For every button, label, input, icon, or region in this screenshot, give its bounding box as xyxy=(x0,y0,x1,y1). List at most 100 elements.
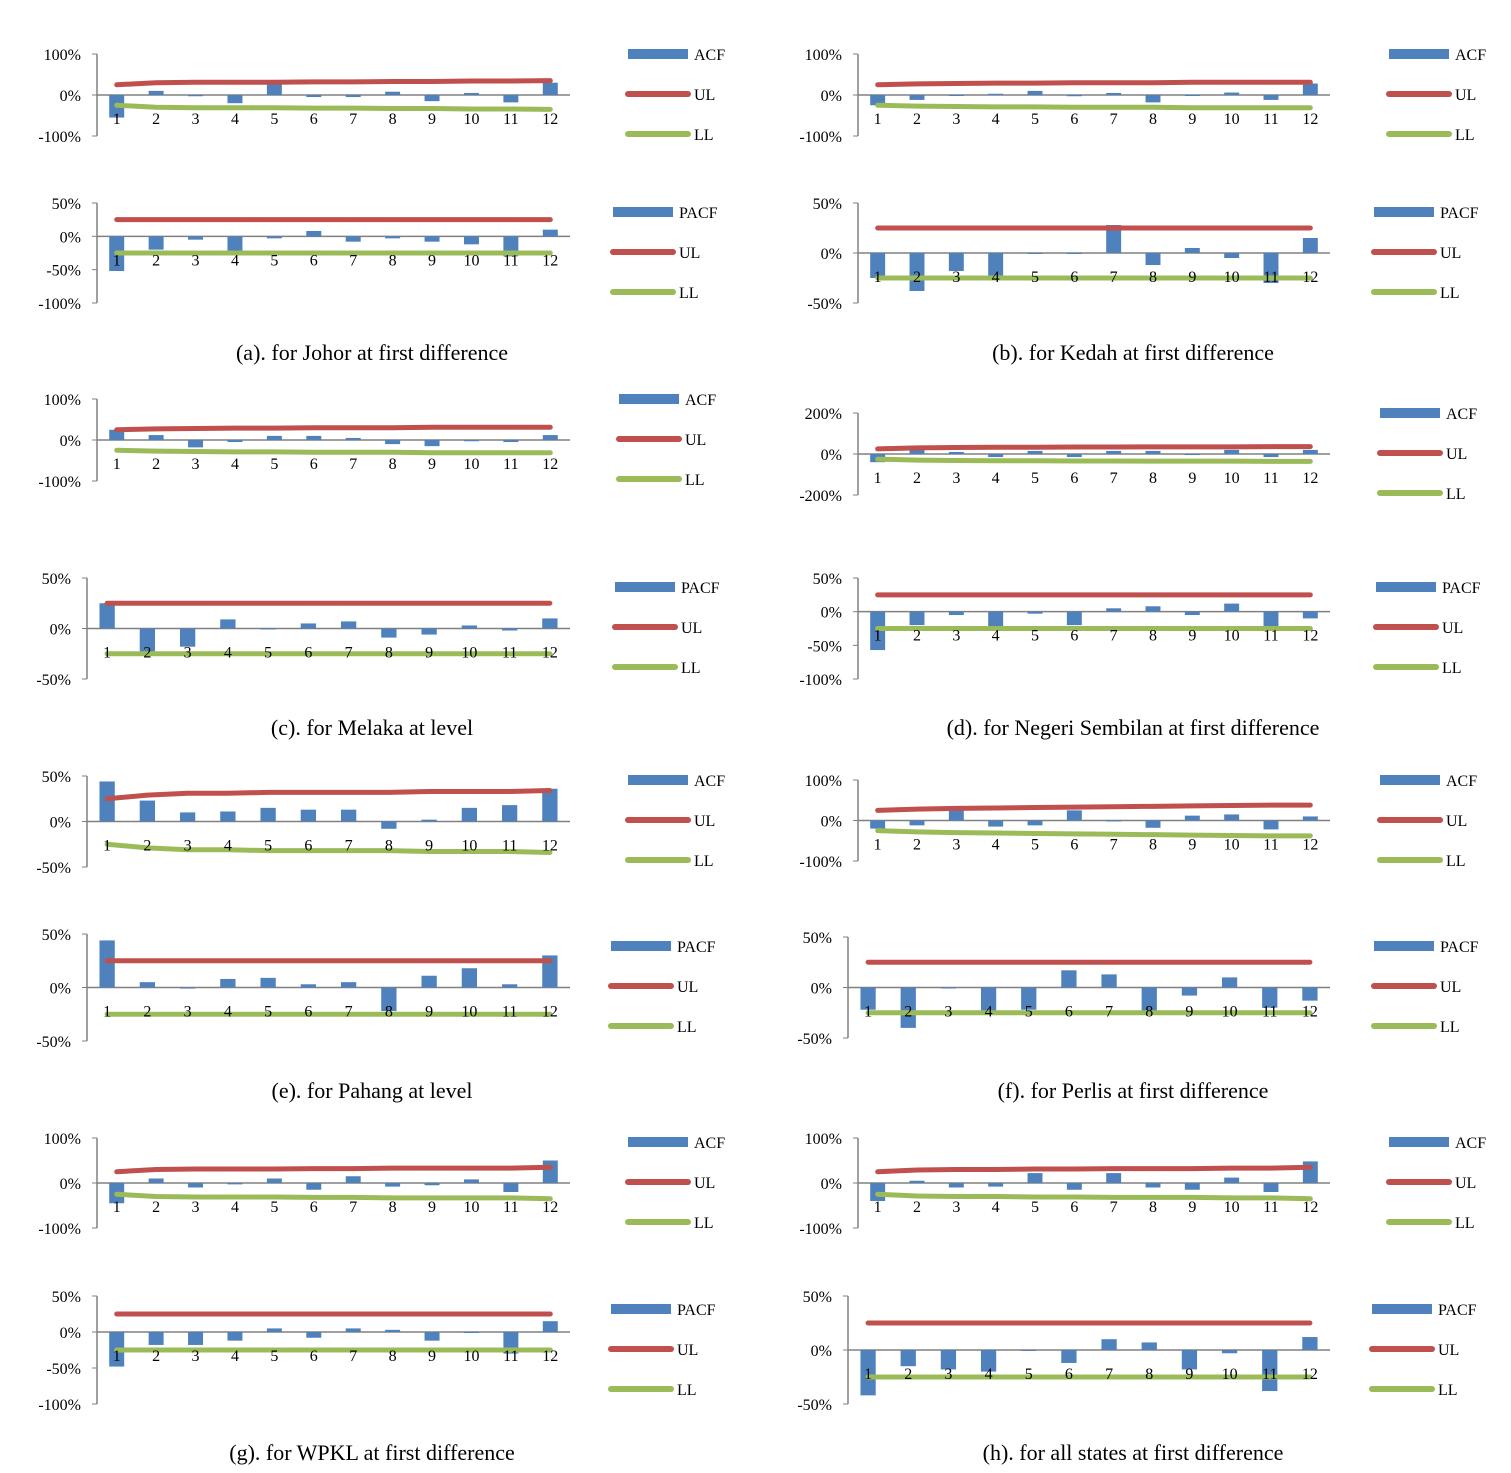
category-label: 2 xyxy=(152,456,160,473)
category-label: 9 xyxy=(1188,111,1196,128)
category-label: 1 xyxy=(864,1004,872,1021)
legend-label-ul: UL xyxy=(694,1175,715,1192)
category-label: 3 xyxy=(952,111,960,128)
category-label: 5 xyxy=(270,111,278,128)
line-ul xyxy=(114,424,553,433)
category-label: 9 xyxy=(1188,269,1196,286)
category-label: 1 xyxy=(113,456,121,473)
bar-acf xyxy=(385,91,401,95)
category-label: 6 xyxy=(310,456,318,473)
y-tick-label: 0% xyxy=(60,1176,81,1193)
line-ll xyxy=(875,1191,1313,1202)
bar-acf xyxy=(424,95,440,102)
category-label: 6 xyxy=(1070,111,1078,128)
category-label: 7 xyxy=(345,645,353,662)
bar-acf xyxy=(503,440,519,443)
category-label: 4 xyxy=(231,111,239,128)
bar-acf xyxy=(1145,450,1161,454)
bar-pacf xyxy=(461,625,478,629)
bar-pacf xyxy=(900,987,916,1028)
category-label: 2 xyxy=(152,1348,160,1365)
legend-label-ll: LL xyxy=(1446,486,1466,503)
bar-pacf xyxy=(542,1321,558,1332)
bar-pacf xyxy=(1302,987,1318,1001)
category-label: 9 xyxy=(428,456,436,473)
category-label: 2 xyxy=(913,470,921,487)
category-label: 2 xyxy=(152,1199,160,1216)
bar-acf xyxy=(306,435,322,440)
bar-acf xyxy=(424,1183,440,1186)
bar-pacf xyxy=(1181,987,1198,996)
y-tick-label: -100% xyxy=(38,474,81,491)
category-label: 1 xyxy=(103,645,111,662)
panel-caption-h: (h). for all states at first difference xyxy=(983,1440,1284,1465)
bar-acf xyxy=(1263,95,1279,100)
bar-pacf xyxy=(340,982,357,988)
bar-pacf xyxy=(980,987,997,1013)
bar-pacf xyxy=(900,1350,916,1367)
legend-swatch-pacf xyxy=(611,1304,671,1314)
category-label: 8 xyxy=(389,111,397,128)
charts-layer: 100%0%-100%1 2 3 4 5 6 7 8 9 10 11 12ACFULLL50%0%-5… xyxy=(36,47,1486,1414)
bar-pacf xyxy=(227,1332,243,1341)
y-tick-label: 0% xyxy=(821,605,842,622)
legend-swatch-acf xyxy=(1389,49,1449,59)
category-label: 3 xyxy=(184,645,192,662)
bar-acf xyxy=(1106,820,1122,822)
category-label: 10 xyxy=(461,838,477,855)
category-label: 7 xyxy=(345,1004,353,1021)
legend-label-ll: LL xyxy=(1442,660,1462,677)
category-label: 7 xyxy=(1110,1199,1118,1216)
category-label: 2 xyxy=(143,645,151,662)
category-label: 4 xyxy=(224,1004,232,1021)
category-label: 10 xyxy=(1224,1199,1240,1216)
bar-pacf xyxy=(463,236,479,245)
legend-label-pacf: PACF xyxy=(1438,1302,1477,1319)
category-label: 4 xyxy=(231,1199,239,1216)
category-label: 9 xyxy=(1185,1004,1193,1021)
bar-pacf xyxy=(340,621,357,629)
bar-pacf xyxy=(1066,253,1082,254)
bar-pacf xyxy=(860,987,876,1010)
category-label: 3 xyxy=(944,1366,952,1383)
bar-pacf xyxy=(260,628,276,630)
y-tick-label: 50% xyxy=(813,571,842,588)
category-label: 5 xyxy=(270,252,278,269)
y-tick-label: 50% xyxy=(803,930,832,947)
legend-label-pacf: PACF xyxy=(1442,580,1481,597)
category-label: 5 xyxy=(1031,1199,1039,1216)
legend-label-ll: LL xyxy=(1440,1019,1460,1036)
category-label: 4 xyxy=(231,1348,239,1365)
bar-pacf xyxy=(1184,611,1200,616)
bar-pacf xyxy=(1066,611,1082,626)
category-label: 5 xyxy=(270,1348,278,1365)
category-label: 7 xyxy=(1110,269,1118,286)
category-label: 9 xyxy=(1188,837,1196,854)
category-label: 6 xyxy=(1065,1004,1073,1021)
category-label: 7 xyxy=(349,456,357,473)
category-label: 1 xyxy=(874,111,882,128)
bar-acf xyxy=(188,440,204,448)
category-label: 2 xyxy=(913,111,921,128)
bar-pacf xyxy=(501,984,518,988)
category-label: 10 xyxy=(1224,628,1240,645)
legend-swatch-acf xyxy=(1380,408,1440,418)
category-label: 4 xyxy=(224,645,232,662)
category-label: 2 xyxy=(913,628,921,645)
bar-acf xyxy=(542,1160,558,1183)
bar-pacf xyxy=(179,987,196,989)
legend-label-acf: ACF xyxy=(1446,406,1477,423)
legend-label-ul: UL xyxy=(1455,87,1476,104)
category-label: 8 xyxy=(1149,1199,1157,1216)
category-label: 5 xyxy=(264,645,272,662)
bar-acf xyxy=(461,807,478,822)
category-label: 5 xyxy=(270,1199,278,1216)
legend-label-ul: UL xyxy=(1455,1175,1476,1192)
y-tick-label: -50% xyxy=(36,672,71,689)
y-tick-label: 0% xyxy=(60,433,81,450)
category-label: 1 xyxy=(874,628,882,645)
bar-pacf xyxy=(940,987,957,989)
category-label: 4 xyxy=(231,456,239,473)
category-label: 4 xyxy=(224,838,232,855)
